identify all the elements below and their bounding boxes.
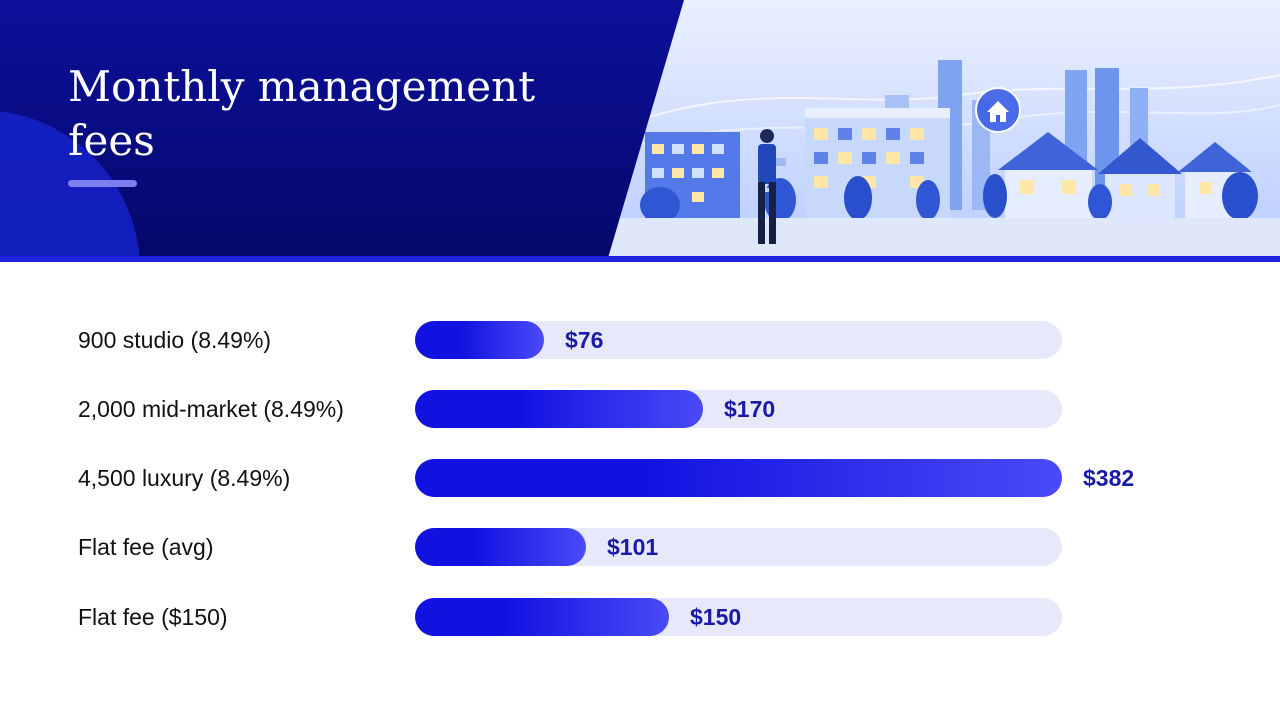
category-label: 900 studio (8.49%) — [78, 327, 272, 353]
header: Monthly management fees — [0, 0, 1280, 262]
category-label: Flat fee ($150) — [78, 604, 228, 630]
bar — [415, 459, 1062, 497]
bar — [415, 598, 669, 636]
value-label: $150 — [690, 604, 742, 630]
bar — [415, 528, 586, 566]
header-divider — [0, 256, 1280, 262]
value-label: $382 — [1083, 465, 1135, 491]
bar — [415, 390, 703, 428]
value-label: $76 — [565, 327, 604, 353]
title-underline — [68, 180, 137, 187]
value-label: $170 — [724, 396, 776, 422]
bar — [415, 321, 544, 359]
value-label: $101 — [607, 534, 659, 560]
category-label: 2,000 mid-market (8.49%) — [78, 396, 344, 422]
category-label: 4,500 luxury (8.49%) — [78, 465, 291, 491]
real-estate-illustration — [600, 60, 1280, 258]
page-title: Monthly management fees — [68, 62, 536, 165]
fee-bar-chart: 900 studio (8.49%) $76 2,000 mid-market (8… — [0, 262, 1280, 720]
house-icon — [987, 101, 1009, 122]
category-label: Flat fee (avg) — [78, 534, 214, 560]
